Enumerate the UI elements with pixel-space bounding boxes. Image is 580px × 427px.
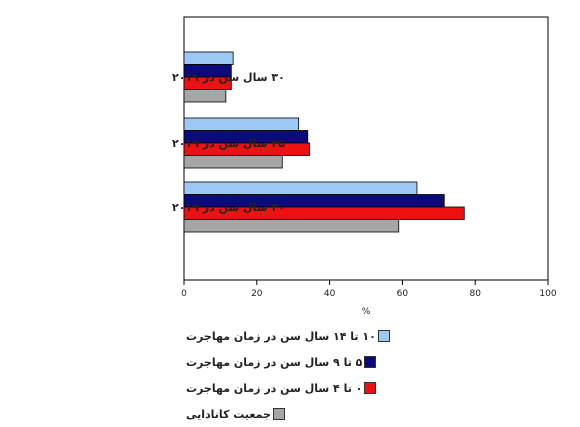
legend-item: ۵ تا ۹ سال سن در زمان مهاجرت bbox=[180, 349, 380, 375]
x-tick-label: 0 bbox=[181, 289, 187, 299]
x-tick-label: 40 bbox=[324, 289, 336, 299]
category-label: ۲۵ سال سن در ۲۰۱۹ bbox=[172, 137, 285, 150]
legend-item: ۰ تا ۴ سال سن در زمان مهاجرت bbox=[180, 375, 380, 401]
x-axis-ticks: 0 20 40 60 80 100 bbox=[181, 280, 557, 299]
legend-swatch bbox=[272, 408, 285, 420]
legend-label: ۰ تا ۴ سال سن در زمان مهاجرت bbox=[186, 381, 363, 395]
legend-swatch bbox=[364, 382, 377, 394]
bar bbox=[183, 181, 418, 195]
legend-label: ۵ تا ۹ سال سن در زمان مهاجرت bbox=[186, 355, 363, 369]
x-axis-title: % bbox=[362, 307, 371, 317]
category-label: ۲۰ سال سن در ۲۰۱۹ bbox=[172, 201, 285, 214]
bar bbox=[183, 155, 283, 169]
bar bbox=[183, 117, 300, 131]
category-label: ۳۰ سال سن در ۲۰۱۹ bbox=[172, 71, 285, 84]
category-labels: ۳۰ سال سن در ۲۰۱۹ ۲۵ سال سن در ۲۰۱۹ ۲۰ سال… bbox=[172, 71, 285, 214]
legend-swatch bbox=[364, 356, 377, 368]
bars-group bbox=[183, 51, 465, 233]
legend-label: جمعیت کانادایی bbox=[186, 407, 271, 421]
bar bbox=[183, 219, 400, 233]
bar bbox=[183, 89, 227, 103]
bar bbox=[183, 51, 234, 65]
x-tick-label: 100 bbox=[539, 289, 556, 299]
legend-swatch bbox=[377, 330, 390, 342]
x-tick-label: 20 bbox=[251, 289, 263, 299]
legend-label: ۱۰ تا ۱۴ سال سن در زمان مهاجرت bbox=[186, 329, 376, 343]
legend-item: جمعیت کانادایی bbox=[180, 401, 380, 427]
x-tick-label: 80 bbox=[469, 289, 481, 299]
x-tick-label: 60 bbox=[397, 289, 409, 299]
legend-item: ۱۰ تا ۱۴ سال سن در زمان مهاجرت bbox=[180, 323, 390, 349]
legend: ۱۰ تا ۱۴ سال سن در زمان مهاجرت ۵ تا ۹ سا… bbox=[180, 323, 390, 427]
